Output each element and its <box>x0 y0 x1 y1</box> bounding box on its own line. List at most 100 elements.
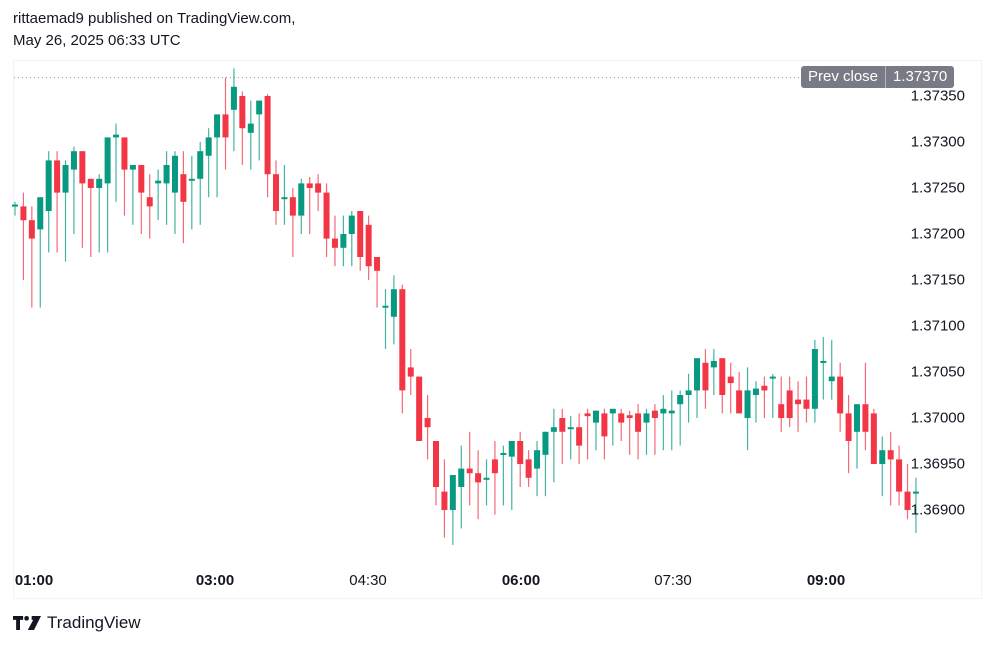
candle[interactable] <box>862 362 869 451</box>
footer-brand[interactable]: TradingView <box>13 613 141 633</box>
candle[interactable] <box>786 376 793 428</box>
candle[interactable] <box>306 176 313 234</box>
candle[interactable] <box>592 410 599 451</box>
candle[interactable] <box>407 349 414 395</box>
candle[interactable] <box>171 151 178 234</box>
candle[interactable] <box>28 206 35 308</box>
candle[interactable] <box>651 404 658 455</box>
candle[interactable] <box>138 165 145 234</box>
candle[interactable] <box>491 441 498 515</box>
candle[interactable] <box>694 358 701 418</box>
candle[interactable] <box>896 445 903 506</box>
candle[interactable] <box>374 257 381 308</box>
candle[interactable] <box>197 142 204 225</box>
candle[interactable] <box>62 160 69 262</box>
candle[interactable] <box>222 77 229 170</box>
candle[interactable] <box>87 178 94 257</box>
candle[interactable] <box>289 188 296 257</box>
candle[interactable] <box>618 408 625 441</box>
candle[interactable] <box>912 477 919 533</box>
candle[interactable] <box>837 362 844 432</box>
candle[interactable] <box>466 431 473 506</box>
candle[interactable] <box>517 431 524 487</box>
candle[interactable] <box>188 155 195 230</box>
candle[interactable] <box>635 404 642 460</box>
candle[interactable] <box>365 215 372 280</box>
candle[interactable] <box>416 376 423 441</box>
candle[interactable] <box>180 151 187 244</box>
candle[interactable] <box>433 441 439 506</box>
candle[interactable] <box>534 441 541 497</box>
candle[interactable] <box>79 151 86 248</box>
candle[interactable] <box>576 413 583 464</box>
candle[interactable] <box>820 337 827 400</box>
candle[interactable] <box>559 408 566 464</box>
candle[interactable] <box>854 404 860 469</box>
candle[interactable] <box>870 408 877 464</box>
candle[interactable] <box>331 215 338 267</box>
candle[interactable] <box>845 395 852 474</box>
candle[interactable] <box>761 376 768 418</box>
candle[interactable] <box>795 381 802 432</box>
candle[interactable] <box>155 169 162 221</box>
candle[interactable] <box>12 201 18 216</box>
candle[interactable] <box>550 408 557 483</box>
candle[interactable] <box>54 151 61 253</box>
candle[interactable] <box>727 362 734 414</box>
candle[interactable] <box>752 381 759 423</box>
candle[interactable] <box>264 94 271 198</box>
candle[interactable] <box>70 146 77 234</box>
candle[interactable] <box>736 372 743 414</box>
candle[interactable] <box>904 464 911 520</box>
candle[interactable] <box>348 211 355 267</box>
candle[interactable] <box>879 436 886 497</box>
candle[interactable] <box>424 395 431 460</box>
candle[interactable] <box>458 445 465 529</box>
candle[interactable] <box>719 358 726 414</box>
candle[interactable] <box>508 441 515 510</box>
candle[interactable] <box>803 376 810 423</box>
candle[interactable] <box>205 128 212 198</box>
candle[interactable] <box>475 450 482 520</box>
candle[interactable] <box>668 390 675 451</box>
candle[interactable] <box>382 289 389 349</box>
candle[interactable] <box>96 174 103 253</box>
candle[interactable] <box>399 284 406 414</box>
candle[interactable] <box>129 165 136 225</box>
candle[interactable] <box>20 192 27 280</box>
candle[interactable] <box>441 459 448 538</box>
candle[interactable] <box>45 151 52 253</box>
candle[interactable] <box>778 376 785 432</box>
candle[interactable] <box>449 475 456 545</box>
candle[interactable] <box>584 408 591 460</box>
candle[interactable] <box>146 174 153 239</box>
candle[interactable] <box>769 373 776 418</box>
candle[interactable] <box>273 160 280 225</box>
candle[interactable] <box>357 211 364 271</box>
candle[interactable] <box>247 100 254 170</box>
candle[interactable] <box>239 91 246 165</box>
candle[interactable] <box>298 178 305 234</box>
candle[interactable] <box>256 100 263 161</box>
chart-frame[interactable] <box>13 60 982 599</box>
candle[interactable] <box>685 373 692 423</box>
candle[interactable] <box>121 137 128 216</box>
candle[interactable] <box>643 408 650 455</box>
candle[interactable] <box>483 459 490 506</box>
candle[interactable] <box>601 408 608 460</box>
candle[interactable] <box>744 367 751 451</box>
candle[interactable] <box>542 431 549 497</box>
candle[interactable] <box>104 137 111 253</box>
candle[interactable] <box>710 349 717 395</box>
candle[interactable] <box>163 151 170 225</box>
candle[interactable] <box>887 431 894 506</box>
candle[interactable] <box>390 275 397 345</box>
candle[interactable] <box>500 445 507 506</box>
candle[interactable] <box>281 165 288 225</box>
candle[interactable] <box>37 197 44 308</box>
candle[interactable] <box>323 183 330 257</box>
candle[interactable] <box>660 395 667 451</box>
candle[interactable] <box>811 339 818 423</box>
candle[interactable] <box>609 408 616 446</box>
